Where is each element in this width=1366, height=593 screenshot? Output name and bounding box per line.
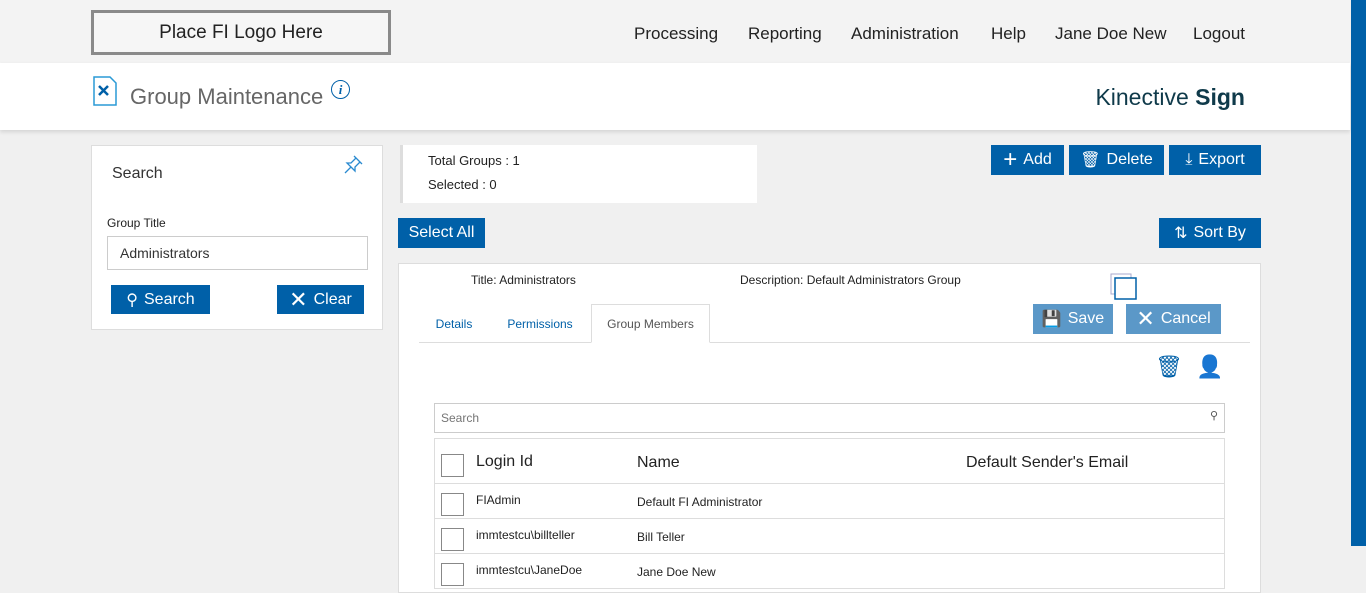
nav-help[interactable]: Help: [991, 24, 1026, 43]
selected-count: Selected : 0: [428, 177, 497, 192]
nav-user[interactable]: Jane Doe New: [1055, 24, 1167, 43]
add-button[interactable]: + Add: [991, 145, 1064, 175]
export-button[interactable]: ⤓ Export: [1169, 145, 1261, 175]
tab-permissions[interactable]: Permissions: [507, 317, 573, 331]
delete-label: Delete: [1106, 151, 1153, 168]
clear-button-label: Clear: [313, 290, 352, 308]
select-all-button[interactable]: Select All: [398, 218, 485, 248]
export-label: Export: [1198, 151, 1245, 168]
login-id: immtestcu\JaneDoe: [476, 563, 583, 577]
member-name: Bill Teller: [637, 530, 685, 544]
top-nav-bar: Place FI Logo Here Processing Reporting …: [0, 0, 1350, 63]
brand-bold: Sign: [1195, 84, 1245, 110]
trash-icon: 🗑: [1080, 152, 1101, 169]
search-icon: ⚲: [1210, 410, 1219, 422]
scrollbar[interactable]: [1351, 0, 1366, 546]
close-icon: ✕: [289, 286, 308, 312]
description-value: Default Administrators Group: [806, 273, 961, 287]
page-header: Group Maintenance i Kinective Sign: [0, 63, 1350, 130]
nav-administration[interactable]: Administration: [851, 24, 959, 43]
col-name: Name: [637, 454, 680, 471]
add-member-icon[interactable]: 👤: [1196, 354, 1224, 379]
brand-logo: Kinective Sign: [1095, 84, 1245, 111]
table-row[interactable]: FIAdmin Default FI Administrator: [434, 484, 1225, 519]
row-checkbox[interactable]: [441, 528, 464, 551]
page-title: Group Maintenance: [130, 84, 324, 109]
col-email: Default Sender's Email: [966, 454, 1129, 471]
description-label: Description:: [740, 273, 804, 287]
cancel-button[interactable]: ✕ Cancel: [1126, 304, 1221, 334]
search-button[interactable]: ⚲ Search: [111, 285, 210, 314]
select-all-checkbox[interactable]: [441, 454, 464, 477]
nav-processing[interactable]: Processing: [634, 24, 719, 43]
sort-label: Sort By: [1193, 224, 1246, 241]
sort-icon: ⇅: [1174, 225, 1188, 242]
info-icon[interactable]: i: [331, 80, 350, 99]
tab-group-members[interactable]: Group Members: [591, 304, 710, 343]
close-icon: ✕: [1136, 306, 1155, 331]
group-title-input[interactable]: [107, 236, 368, 270]
group-title-label: Group Title: [107, 216, 166, 230]
title-value: Administrators: [499, 273, 576, 287]
title-label: Title:: [471, 273, 497, 287]
group-title: Title: Administrators: [471, 273, 576, 287]
group-description: Description: Default Administrators Grou…: [740, 273, 961, 287]
floppy-icon: 💾: [1041, 311, 1062, 328]
table-header: Login Id Name Default Sender's Email: [434, 438, 1225, 484]
row-checkbox[interactable]: [441, 493, 464, 516]
row-checkbox[interactable]: [441, 563, 464, 586]
nav-logout[interactable]: Logout: [1193, 24, 1245, 43]
save-button[interactable]: 💾 Save: [1033, 304, 1113, 334]
search-button-label: Search: [144, 290, 195, 308]
search-icon: ⚲: [126, 291, 138, 309]
cancel-label: Cancel: [1160, 310, 1211, 327]
search-panel: Search Group Title ⚲ Search ✕ Clear: [91, 145, 383, 330]
table-row[interactable]: immtestcu\billteller Bill Teller: [434, 519, 1225, 554]
document-tools-icon: [93, 76, 117, 106]
tab-details[interactable]: Details: [435, 317, 473, 331]
summary-panel: Total Groups : 1 Selected : 0: [400, 145, 757, 203]
members-search-input[interactable]: [434, 403, 1225, 433]
search-heading: Search: [112, 165, 163, 182]
plus-icon: +: [1003, 146, 1018, 173]
delete-button[interactable]: 🗑 Delete: [1069, 145, 1164, 175]
member-name: Jane Doe New: [637, 565, 716, 579]
copy-icon[interactable]: [1110, 273, 1138, 301]
login-id: FIAdmin: [476, 493, 521, 507]
download-icon: ⤓: [1185, 151, 1193, 168]
save-label: Save: [1067, 310, 1105, 327]
nav-reporting[interactable]: Reporting: [748, 24, 822, 43]
tabs-divider: [419, 342, 1250, 343]
col-login-id: Login Id: [476, 453, 533, 470]
clear-button[interactable]: ✕ Clear: [277, 285, 364, 314]
member-name: Default FI Administrator: [637, 495, 763, 509]
pin-icon[interactable]: [342, 154, 364, 176]
fi-logo: Place FI Logo Here: [91, 10, 391, 55]
login-id: immtestcu\billteller: [476, 528, 575, 542]
sort-by-button[interactable]: ⇅ Sort By: [1159, 218, 1261, 248]
add-label: Add: [1023, 151, 1052, 168]
brand-light: Kinective: [1095, 84, 1196, 110]
total-groups: Total Groups : 1: [428, 153, 520, 168]
remove-member-icon[interactable]: 🗑: [1155, 354, 1183, 379]
table-row[interactable]: immtestcu\JaneDoe Jane Doe New: [434, 554, 1225, 589]
